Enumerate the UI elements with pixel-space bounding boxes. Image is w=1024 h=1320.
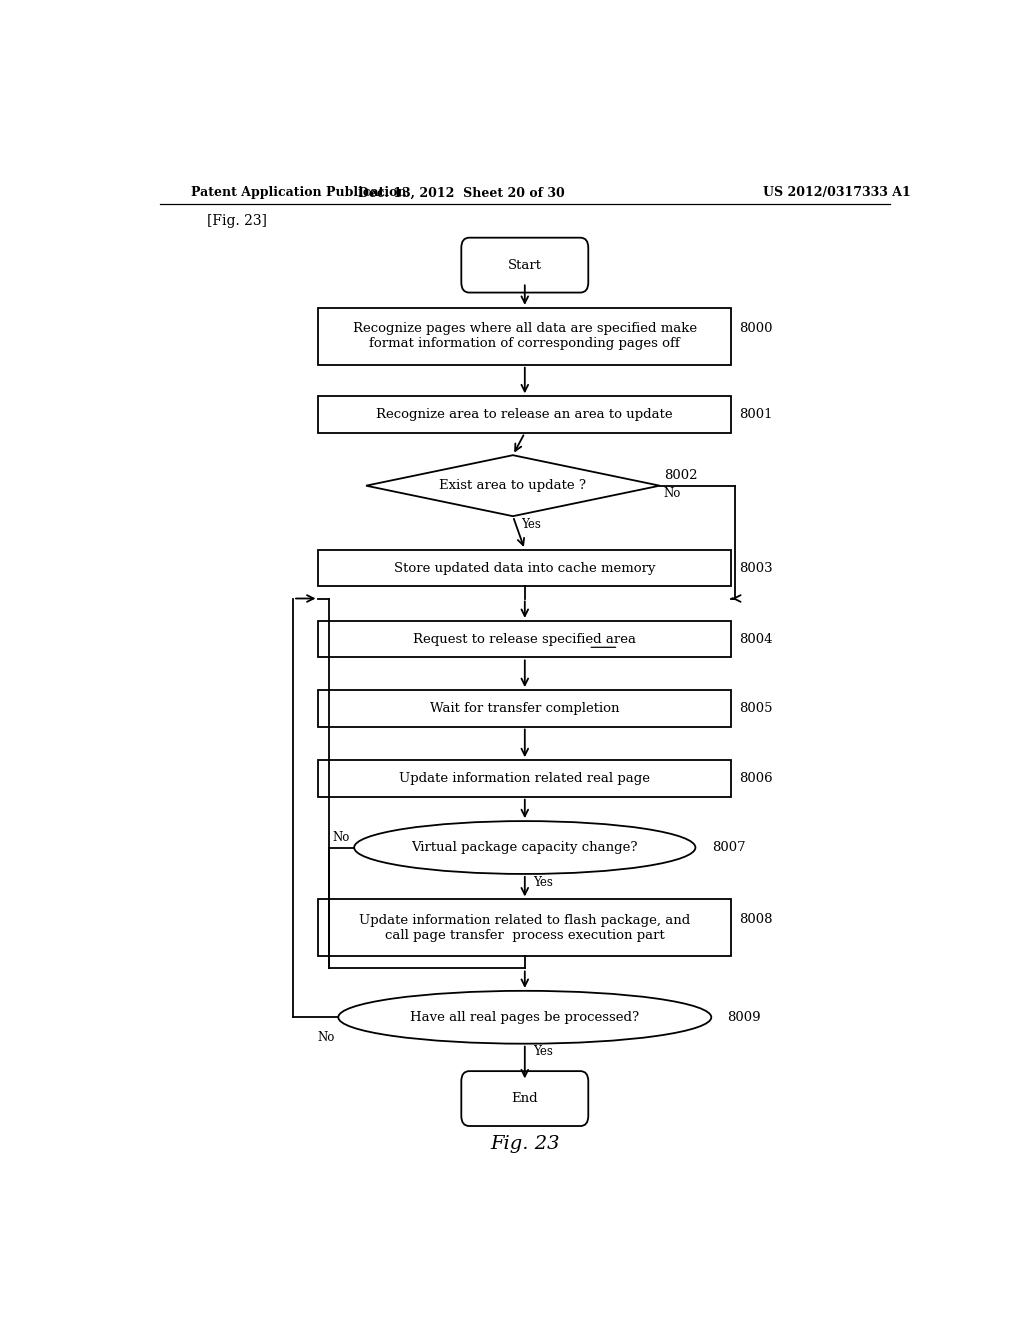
- Text: No: No: [664, 487, 681, 500]
- Text: 8007: 8007: [712, 841, 745, 854]
- Text: Dec. 13, 2012  Sheet 20 of 30: Dec. 13, 2012 Sheet 20 of 30: [358, 186, 564, 199]
- Text: Yes: Yes: [532, 1045, 553, 1059]
- Bar: [318, 620, 731, 657]
- Bar: [318, 899, 731, 956]
- Text: Fig. 23: Fig. 23: [490, 1135, 559, 1154]
- Text: 8008: 8008: [739, 913, 772, 927]
- Text: End: End: [511, 1092, 539, 1105]
- Text: Have all real pages be processed?: Have all real pages be processed?: [411, 1011, 639, 1024]
- Text: Start: Start: [508, 259, 542, 272]
- Polygon shape: [367, 455, 659, 516]
- Text: US 2012/0317333 A1: US 2012/0317333 A1: [763, 186, 910, 199]
- Text: 8006: 8006: [739, 772, 773, 785]
- Text: 8004: 8004: [739, 632, 772, 645]
- Text: Request to release specified area: Request to release specified area: [414, 632, 636, 645]
- Ellipse shape: [354, 821, 695, 874]
- FancyBboxPatch shape: [461, 1071, 588, 1126]
- Text: 8002: 8002: [665, 469, 698, 482]
- Text: 8005: 8005: [739, 702, 772, 714]
- Text: Virtual package capacity change?: Virtual package capacity change?: [412, 841, 638, 854]
- FancyBboxPatch shape: [461, 238, 588, 293]
- Ellipse shape: [338, 991, 712, 1044]
- Text: 8000: 8000: [739, 322, 772, 335]
- Text: 8001: 8001: [739, 408, 772, 421]
- Text: Update information related to flash package, and
call page transfer  process exe: Update information related to flash pack…: [359, 913, 690, 941]
- Text: Yes: Yes: [521, 517, 541, 531]
- Text: Yes: Yes: [532, 875, 553, 888]
- Bar: [318, 690, 731, 726]
- Text: Recognize area to release an area to update: Recognize area to release an area to upd…: [377, 408, 673, 421]
- Text: No: No: [317, 1031, 334, 1044]
- Text: 8003: 8003: [739, 561, 773, 574]
- Bar: [318, 760, 731, 797]
- Text: Wait for transfer completion: Wait for transfer completion: [430, 702, 620, 714]
- Bar: [318, 396, 731, 433]
- Text: Store updated data into cache memory: Store updated data into cache memory: [394, 561, 655, 574]
- Text: Patent Application Publication: Patent Application Publication: [191, 186, 407, 199]
- Text: 8009: 8009: [727, 1011, 761, 1024]
- Text: No: No: [333, 830, 350, 843]
- Text: Exist area to update ?: Exist area to update ?: [439, 479, 587, 492]
- Bar: [318, 549, 731, 586]
- Text: Update information related real page: Update information related real page: [399, 772, 650, 785]
- Bar: [318, 308, 731, 364]
- Text: [Fig. 23]: [Fig. 23]: [207, 214, 267, 228]
- Text: Recognize pages where all data are specified make
format information of correspo: Recognize pages where all data are speci…: [352, 322, 697, 350]
